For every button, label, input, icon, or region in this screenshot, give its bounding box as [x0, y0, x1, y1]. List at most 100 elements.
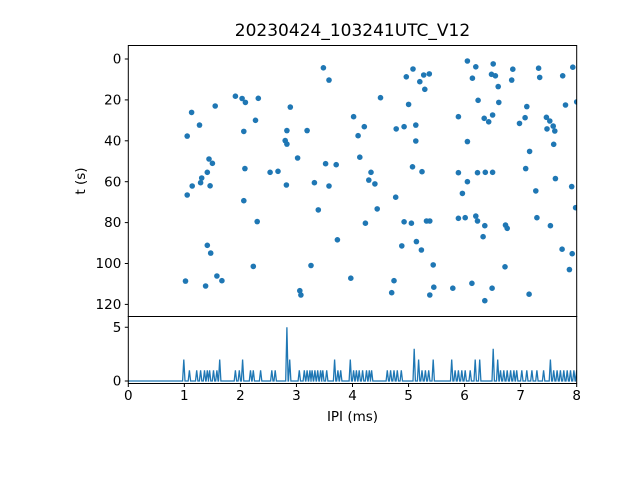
y-tick-label: 5	[113, 320, 122, 336]
data-point	[516, 120, 523, 127]
data-point	[462, 214, 469, 221]
data-point	[474, 218, 481, 224]
data-point	[399, 243, 405, 249]
data-point	[417, 78, 423, 85]
x-tick-label: 3	[292, 388, 301, 404]
data-point	[206, 156, 212, 162]
data-point	[350, 113, 357, 120]
data-point	[232, 93, 239, 99]
data-point	[522, 165, 529, 172]
data-point	[481, 115, 488, 122]
data-point	[550, 141, 557, 148]
data-point	[536, 74, 543, 81]
data-point	[510, 66, 516, 72]
data-point	[524, 103, 530, 110]
data-point	[198, 175, 205, 181]
data-point	[482, 297, 488, 304]
data-point	[504, 225, 511, 232]
data-point	[242, 99, 249, 106]
data-point	[326, 183, 332, 189]
data-point	[255, 95, 262, 102]
data-point	[209, 160, 216, 167]
data-point	[535, 65, 542, 71]
data-point	[464, 58, 471, 64]
data-point	[430, 262, 437, 268]
y-tick-label: 120	[96, 297, 122, 313]
data-point	[348, 275, 354, 282]
data-point	[284, 127, 290, 134]
x-tick-label: 8	[572, 388, 581, 404]
chart-title: 20230424_103241UTC_V12	[234, 21, 471, 41]
data-point	[413, 238, 420, 245]
data-point	[326, 77, 332, 83]
data-point	[480, 233, 486, 240]
data-point	[572, 204, 577, 211]
data-point	[455, 215, 462, 222]
data-point	[490, 61, 497, 67]
data-point	[475, 97, 481, 104]
data-point	[241, 197, 247, 204]
data-point	[410, 66, 416, 72]
data-point	[496, 99, 502, 106]
data-point	[559, 73, 566, 79]
data-point	[322, 160, 329, 167]
data-point	[393, 126, 400, 132]
data-point	[366, 177, 372, 183]
x-tick-label: 1	[180, 388, 189, 404]
x-tick-label: 6	[460, 388, 469, 404]
data-point	[294, 155, 301, 161]
top-axes-box	[127, 45, 578, 317]
data-point	[427, 292, 433, 298]
data-point	[413, 138, 419, 144]
data-point	[184, 133, 190, 139]
data-point	[184, 192, 190, 198]
data-point	[469, 280, 475, 287]
data-point	[214, 273, 220, 279]
data-point	[450, 285, 456, 292]
data-point	[333, 161, 340, 168]
data-point	[297, 287, 303, 294]
data-point	[427, 218, 433, 224]
data-point	[405, 101, 412, 108]
data-point	[315, 207, 322, 213]
data-point	[502, 264, 508, 270]
data-point	[311, 179, 318, 186]
data-point	[473, 213, 479, 219]
data-point	[362, 220, 369, 226]
data-point	[569, 250, 575, 257]
data-point	[204, 242, 211, 249]
data-point	[482, 222, 488, 229]
count-line	[128, 327, 577, 382]
data-point	[485, 119, 492, 125]
data-point	[464, 138, 471, 145]
y-tick-label: 40	[104, 133, 121, 149]
data-point	[197, 179, 204, 186]
data-point	[413, 122, 419, 128]
data-point	[419, 168, 425, 175]
x-tick-label: 7	[516, 388, 525, 404]
data-point	[459, 190, 466, 197]
data-point	[284, 141, 290, 147]
data-point	[304, 127, 310, 134]
data-point	[431, 284, 437, 291]
data-point	[526, 148, 533, 155]
bottom-axes-box	[127, 316, 578, 384]
data-point	[566, 266, 573, 273]
data-point	[489, 169, 496, 176]
data-point	[420, 72, 427, 78]
y-tick-label: 0	[113, 52, 122, 68]
data-point	[573, 99, 577, 105]
data-point	[422, 86, 428, 93]
data-point	[357, 154, 363, 160]
data-point	[374, 206, 381, 212]
data-point	[241, 128, 247, 135]
data-point	[559, 246, 565, 252]
data-point	[401, 123, 407, 130]
y-tick-label: 80	[104, 215, 121, 231]
data-point	[495, 83, 502, 90]
data-point	[372, 181, 378, 187]
data-point	[250, 263, 257, 270]
scatter-series	[182, 58, 577, 304]
data-point	[550, 123, 556, 129]
